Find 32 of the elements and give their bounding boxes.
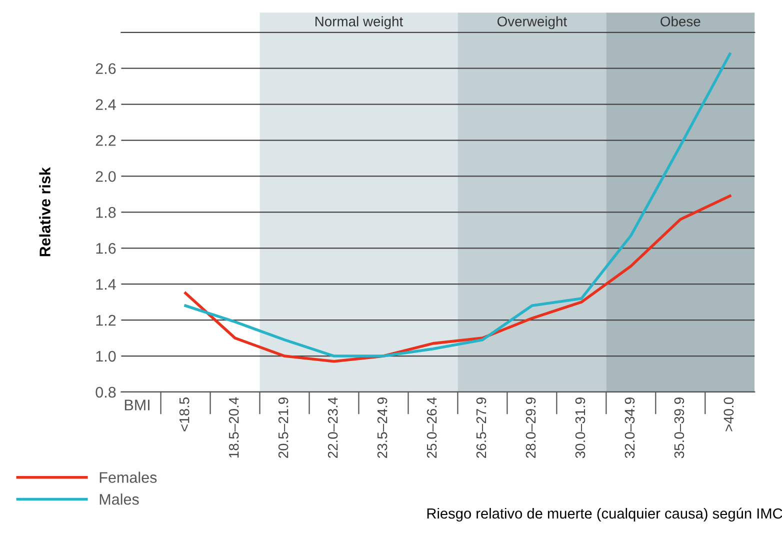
y-tick-label: 0.8 — [96, 386, 116, 398]
x-tick-label: 28.0–29.9 — [526, 398, 536, 458]
band-label: Obese — [660, 16, 700, 26]
y-tick-label: 1.4 — [96, 279, 116, 290]
x-tick-label: 26.5–27.9 — [476, 398, 486, 458]
band-label: Normal weight — [316, 16, 404, 30]
y-tick-label: 1.6 — [96, 243, 116, 254]
x-axis-title: BMI — [124, 400, 150, 410]
y-tick-label: 2.0 — [96, 171, 116, 182]
y-tick-label: 1.2 — [96, 314, 116, 326]
y-tick-label: 2.2 — [96, 135, 116, 146]
x-tick-label: 32.0–34.9 — [624, 398, 635, 458]
line-series — [184, 52, 732, 358]
x-tick-label: 25.0–26.4 — [426, 397, 437, 458]
text: Riesgo relativo de muerte (cualquier causa) según IMC — [427, 508, 782, 522]
x-tick-label: <18.5 — [179, 397, 190, 432]
x-tick-label: 30.0–31.9 — [575, 398, 586, 458]
x-tick-label: 20.5–21.9 — [278, 398, 288, 458]
y-axis-title: Relative risk — [39, 167, 50, 256]
band-label: Overweight — [497, 16, 567, 30]
y-tick-label: 2.6 — [96, 63, 116, 74]
x-tick-label: 18.5–20.4 — [228, 397, 239, 458]
y-tick-label: 2.4 — [96, 99, 116, 110]
y-tick-label: 1.0 — [96, 350, 116, 362]
x-tick-label: 22.0–23.4 — [328, 397, 338, 458]
x-tick-label: >40.0 — [724, 397, 734, 432]
x-tick-label: 35.0–39.9 — [674, 398, 684, 458]
y-tick-label: 1.8 — [96, 207, 116, 218]
x-tick-label: 23.5–24.9 — [377, 398, 388, 458]
line-series — [184, 194, 732, 363]
legend-label: Females — [100, 472, 157, 483]
legend-label: Males — [100, 494, 139, 505]
